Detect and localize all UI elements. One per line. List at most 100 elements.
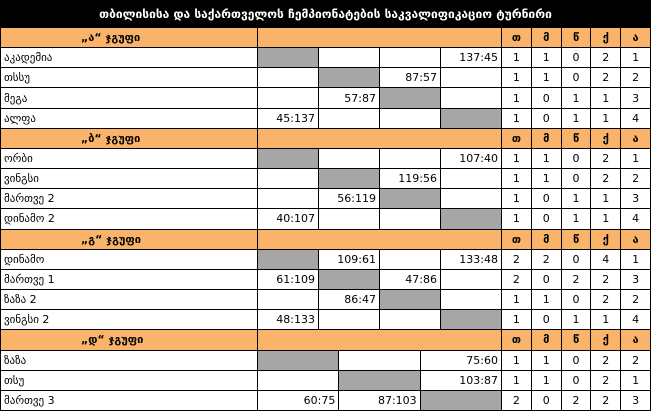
self-cell [258, 48, 319, 69]
stat: 0 [561, 350, 592, 371]
result: 133:48 [441, 249, 502, 270]
stat: 1 [531, 290, 562, 311]
stat-header: მ [531, 28, 562, 49]
stat-header: ა [621, 229, 651, 250]
stat: 1 [621, 148, 651, 170]
stat: 2 [591, 148, 622, 170]
self-cell [420, 390, 502, 411]
stat: 1 [561, 209, 592, 230]
team-name: თსსუ [0, 68, 258, 89]
stat: 1 [531, 68, 562, 89]
stat: 2 [591, 48, 622, 69]
team-name: დინამო [0, 249, 258, 270]
stat: 2 [621, 169, 651, 190]
stat: 1 [502, 68, 532, 89]
empty-cell [441, 269, 502, 291]
group-header-blank [258, 330, 502, 351]
team-name: ალფა [0, 108, 258, 129]
stat-header: თ [502, 28, 532, 49]
result: 60:75 [258, 390, 340, 411]
stat: 0 [561, 68, 592, 89]
empty-cell [380, 310, 441, 331]
stat: 1 [621, 249, 651, 270]
team-name: ვინგსი [0, 169, 258, 190]
empty-cell [319, 310, 380, 331]
stat: 2 [531, 249, 562, 270]
group-title: „დ“ ჯგუფი [0, 330, 258, 351]
self-cell [339, 370, 421, 391]
self-cell [319, 169, 380, 190]
stat: 0 [531, 108, 562, 129]
empty-cell [258, 290, 319, 311]
team-name: ზაზა 2 [0, 290, 258, 311]
result: 45:137 [258, 108, 319, 129]
result: 107:40 [441, 148, 502, 170]
empty-cell [380, 108, 441, 129]
empty-cell [441, 169, 502, 190]
group-title: „ა“ ჯგუფი [0, 28, 258, 49]
stat: 2 [591, 68, 622, 89]
stat: 2 [502, 390, 532, 411]
stat: 4 [621, 108, 651, 129]
empty-cell [380, 209, 441, 230]
empty-cell [319, 108, 380, 129]
result: 75:60 [420, 350, 502, 371]
self-cell [258, 350, 340, 371]
stat: 2 [561, 269, 592, 291]
team-name: მართვე 1 [0, 269, 258, 291]
table-title: თბილისისა და საქართველოს ჩემპიონატების ს… [0, 0, 651, 28]
stat: 2 [591, 350, 622, 371]
stat: 1 [502, 108, 532, 129]
stat: 1 [502, 189, 532, 210]
stat: 2 [621, 68, 651, 89]
stat: 1 [531, 370, 562, 391]
empty-cell [258, 189, 319, 210]
team-name: მართვე 3 [0, 390, 258, 411]
team-name: თსუ [0, 370, 258, 391]
team-name: დინამო 2 [0, 209, 258, 230]
result: 40:107 [258, 209, 319, 230]
empty-cell [319, 148, 380, 170]
self-cell [441, 209, 502, 230]
stat-header: მ [531, 330, 562, 351]
stat: 1 [531, 48, 562, 69]
stat: 1 [502, 209, 532, 230]
team-name: მართვე 2 [0, 189, 258, 210]
self-cell [258, 148, 319, 170]
stat: 0 [531, 209, 562, 230]
empty-cell [441, 68, 502, 89]
empty-cell [339, 350, 421, 371]
stat-header: წ [561, 128, 592, 149]
stat: 1 [561, 108, 592, 129]
group-title: „ბ“ ჯგუფი [0, 128, 258, 149]
stat: 1 [531, 169, 562, 190]
stat: 1 [502, 169, 532, 190]
result: 109:61 [319, 249, 380, 270]
stat: 1 [561, 88, 592, 109]
result: 57:87 [319, 88, 380, 109]
self-cell [441, 310, 502, 331]
stat: 0 [561, 148, 592, 170]
stat: 0 [561, 169, 592, 190]
stat: 1 [561, 189, 592, 210]
stat: 3 [621, 189, 651, 210]
team-name: ზაზა [0, 350, 258, 371]
stat: 1 [531, 148, 562, 170]
empty-cell [380, 148, 441, 170]
stat: 0 [531, 88, 562, 109]
stat: 1 [621, 370, 651, 391]
self-cell [380, 290, 441, 311]
stat: 1 [591, 310, 622, 331]
self-cell [258, 249, 319, 270]
stat: 1 [531, 350, 562, 371]
team-name: მეგა [0, 88, 258, 109]
stat-header: თ [502, 229, 532, 250]
stat-header: ა [621, 128, 651, 149]
stat-header: ქ [591, 330, 622, 351]
stat: 2 [502, 249, 532, 270]
stat: 1 [502, 48, 532, 69]
stat: 1 [591, 108, 622, 129]
stat: 0 [531, 269, 562, 291]
stat: 1 [591, 88, 622, 109]
